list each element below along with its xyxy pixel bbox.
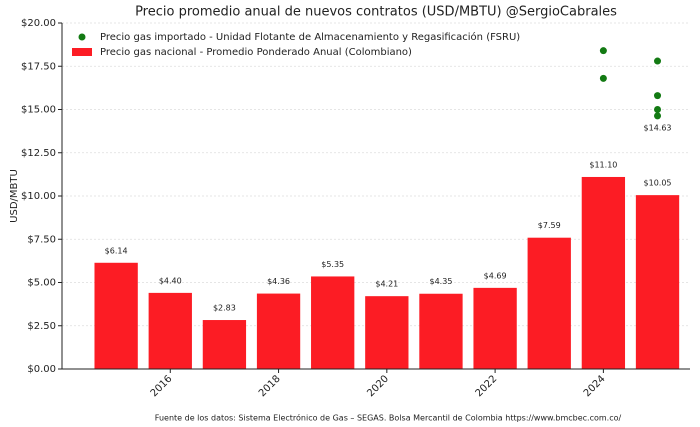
point — [599, 74, 607, 82]
y-tick-label: $12.50 — [21, 148, 56, 159]
bar — [311, 276, 355, 369]
bar — [635, 195, 680, 369]
value-label: $10.05 — [644, 179, 672, 188]
chart-title: Precio promedio anual de nuevos contrato… — [135, 5, 617, 20]
y-tick-label: $2.50 — [27, 321, 56, 332]
legend-label: Precio gas nacional - Promedio Ponderado… — [100, 47, 412, 58]
y-tick-label: $20.00 — [21, 18, 56, 29]
y-tick-label: $15.00 — [21, 105, 56, 116]
point — [599, 47, 607, 55]
point — [654, 106, 662, 113]
bar — [581, 176, 626, 369]
point — [654, 57, 662, 65]
y-axis-label: USD/MBTU — [9, 169, 20, 223]
point — [654, 112, 662, 120]
y-tick-label: $5.00 — [27, 278, 56, 289]
value-label: $4.21 — [375, 280, 398, 289]
source-note: Fuente de los datos: Sistema Electrónico… — [155, 413, 622, 423]
value-label: $14.63 — [644, 123, 672, 132]
value-label: $6.14 — [105, 246, 128, 255]
bar — [365, 296, 409, 369]
bar — [473, 287, 517, 369]
value-label: $11.10 — [589, 160, 617, 169]
value-label: $5.35 — [321, 260, 344, 269]
legend-label: Precio gas importado - Unidad Flotante d… — [100, 31, 520, 43]
x-tick-label: 2018 — [257, 373, 283, 399]
y-tick-label: $0.00 — [27, 364, 56, 375]
legend-marker — [72, 48, 92, 56]
bar — [94, 262, 138, 369]
x-tick-label: 2016 — [149, 373, 175, 399]
value-label: $4.35 — [430, 277, 453, 286]
value-label: $4.69 — [484, 271, 507, 280]
value-label: $7.59 — [538, 221, 561, 230]
bar — [419, 293, 463, 369]
value-label: $4.40 — [159, 276, 182, 285]
y-tick-label: $10.00 — [21, 191, 56, 202]
bar — [527, 237, 571, 369]
bar — [202, 320, 247, 369]
point — [654, 92, 662, 100]
y-tick-label: $17.50 — [21, 61, 56, 72]
x-tick-label: 2020 — [365, 373, 391, 399]
x-tick-label: 2024 — [582, 373, 608, 399]
bar — [256, 293, 301, 369]
legend-marker — [78, 33, 86, 41]
value-label: $4.36 — [267, 277, 290, 286]
bar — [148, 292, 192, 369]
value-label: $2.83 — [213, 304, 236, 313]
y-tick-label: $7.50 — [27, 234, 56, 245]
x-tick-label: 2022 — [474, 373, 500, 399]
